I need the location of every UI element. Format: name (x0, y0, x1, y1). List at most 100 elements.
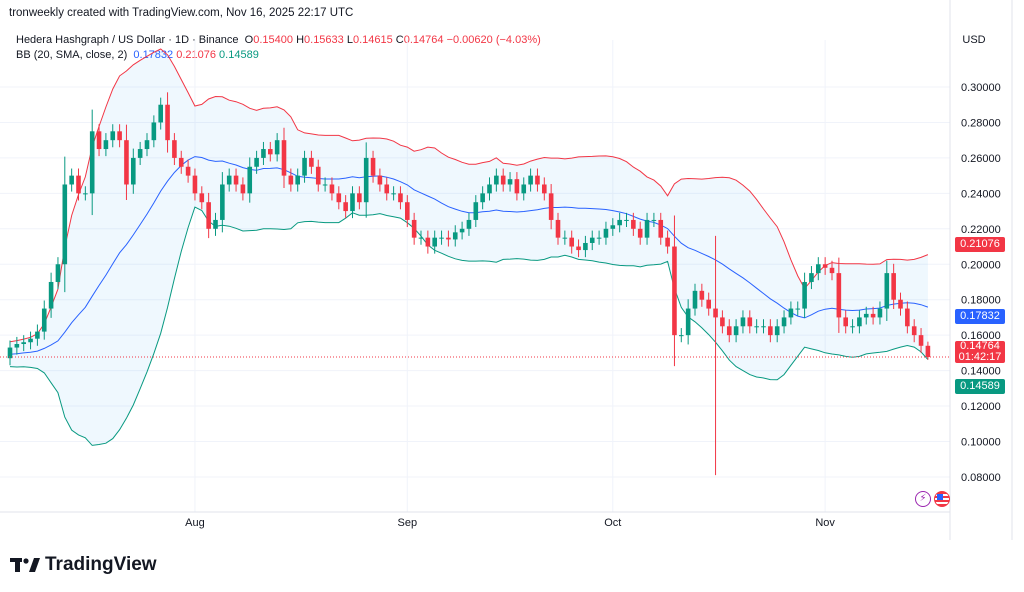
candle-body (761, 326, 766, 328)
candle-body (891, 273, 896, 300)
candle (336, 186, 342, 210)
candle-body (535, 175, 540, 185)
candle (48, 272, 54, 318)
candle (911, 319, 917, 343)
candle-body (28, 338, 33, 343)
change-value: −0.00620 (−4.03%) (446, 34, 541, 46)
candle (322, 177, 328, 192)
candle-body (863, 313, 869, 318)
candle (754, 319, 759, 334)
bb-lower-price-tag: 0.14589 (955, 379, 1005, 394)
candle-body (411, 219, 417, 238)
candle-body (877, 308, 883, 318)
candle-body (829, 267, 835, 274)
candle (487, 177, 492, 201)
candle-body (233, 175, 239, 185)
candle-body (905, 308, 910, 327)
candle-body (315, 166, 321, 185)
candle-body (610, 225, 616, 229)
candle (726, 319, 732, 343)
candle-body (795, 308, 801, 310)
candle-body (137, 149, 143, 158)
candle-body (726, 326, 732, 336)
candle (500, 168, 506, 192)
candle (781, 310, 787, 334)
candle (28, 331, 33, 350)
candle-body (754, 326, 759, 328)
candle (41, 300, 47, 340)
candle-body (336, 193, 342, 203)
candle-body (562, 237, 568, 239)
candle-body (131, 157, 136, 185)
symbol-title[interactable]: Hedera Hashgraph / US Dollar · 1D · Bina… (16, 34, 239, 46)
candle (569, 230, 574, 254)
candle (137, 141, 143, 165)
candle-body (206, 202, 211, 229)
candle-body (542, 184, 547, 194)
candle (596, 230, 602, 245)
tradingview-logo[interactable]: TradingView (10, 554, 157, 576)
candle-body (528, 175, 533, 185)
candle-body (583, 242, 588, 251)
time-tick-label: Oct (604, 517, 621, 529)
close-label: C (395, 34, 404, 46)
candle (83, 186, 88, 201)
candle-body (418, 237, 424, 239)
candle-body (480, 193, 485, 203)
candle-body (747, 317, 753, 327)
candle-body (432, 237, 437, 247)
candle-body (165, 104, 170, 141)
lightning-icon[interactable]: ⚡ (915, 491, 931, 507)
grid (0, 0, 1013, 540)
price-tick-label: 0.10000 (961, 437, 1001, 449)
candle (370, 150, 376, 183)
candle-body (911, 326, 917, 336)
candle-body (110, 131, 116, 141)
candle (398, 186, 403, 210)
candle (96, 124, 102, 157)
price-tick-label: 0.30000 (961, 82, 1001, 94)
candle-body (925, 345, 931, 358)
bb-basis-line (9, 156, 929, 355)
currency-button[interactable]: USD (962, 34, 986, 46)
candle (302, 150, 307, 183)
candle-body (322, 184, 328, 186)
candle (494, 168, 499, 192)
candle-body (809, 273, 814, 282)
candle (377, 168, 383, 192)
candle (247, 157, 253, 203)
us-flag-icon[interactable] (934, 491, 950, 507)
candle (418, 230, 424, 245)
candle-body (706, 299, 711, 309)
candle (863, 306, 869, 325)
candle-body (377, 175, 383, 185)
candle (110, 124, 116, 148)
close-value: 0.14764 (403, 34, 444, 46)
candle (151, 115, 157, 148)
candle-body (603, 228, 609, 238)
candles (0, 92, 950, 476)
candle-body (350, 193, 355, 212)
candle (685, 299, 691, 345)
candle (391, 186, 396, 201)
candle-body (69, 175, 74, 185)
candle (542, 177, 547, 201)
candle (192, 168, 198, 201)
candle-body (178, 157, 184, 167)
candle (439, 230, 444, 245)
bb-upper-line (9, 48, 929, 343)
candle-body (500, 175, 506, 185)
candle (315, 159, 321, 192)
candle (631, 212, 636, 236)
candle-body (802, 281, 807, 309)
candle (350, 186, 355, 219)
candle (857, 310, 862, 334)
candle (357, 186, 362, 210)
price-tick-label: 0.18000 (961, 295, 1001, 307)
candle (576, 239, 581, 258)
candle-body (850, 326, 855, 328)
price-axis: 0.08000 0.10000 0.12000 0.14000 0.16000 0.180… (961, 82, 1001, 484)
bb-label[interactable]: BB (20, SMA, close, 2) (16, 49, 128, 61)
candle-body (713, 308, 718, 318)
